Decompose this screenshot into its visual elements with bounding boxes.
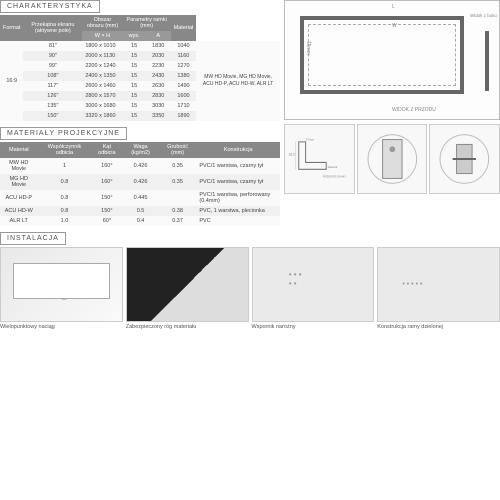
section-header: MATERIAŁY PROJEKCYJNE (0, 127, 127, 140)
svg-text:PRZEKRÓJ RAMY: PRZEKRÓJ RAMY (323, 174, 346, 179)
table-row: ACU HD-P0.8150°0.445PVC/1 warstwa, perfo… (0, 190, 280, 206)
svg-text:37mm: 37mm (306, 137, 315, 141)
mcol-wo: Współczynnik odbicia (38, 142, 92, 158)
section-header: CHARAKTERYSTYKA (0, 0, 100, 13)
col-format: Format (0, 15, 23, 41)
mcol-gr: Grubość (mm) (159, 142, 197, 158)
mcol-kon: Konstrukcja (196, 142, 280, 158)
col-wh: W × H (82, 31, 122, 41)
table-row: MW HD Movie1160°0.4260.35PVC/1 warstwa, … (0, 158, 280, 174)
side-view (485, 31, 497, 91)
section-header: INSTALACJA (0, 232, 66, 245)
diagrams-column: L W 15mm WIDOK Z PRZODU Widok z boku 18.… (284, 0, 500, 232)
material-cell: MW HD Movie, MG HD Movie, ACU HD-P, ACU … (196, 41, 280, 121)
front-label: WIDOK Z PRZODU (392, 107, 436, 113)
characteristics-table: Format Przekątna ekranu (aktywne pole) O… (0, 15, 280, 121)
materials-table: Materiał Współczynnik odbicia Kąt odbici… (0, 142, 280, 226)
materials-section: MATERIAŁY PROJEKCYJNE Materiał Współczyn… (0, 127, 280, 226)
detail-diagrams: 18.2 37mm PRZEKRÓJ RAMY Materiał (284, 124, 500, 194)
install-item: Wspornik narożny (252, 247, 375, 331)
install-caption: Zabezpieczony róg materiału (126, 324, 249, 331)
frame-cross-section: 18.2 37mm PRZEKRÓJ RAMY Materiał (284, 124, 355, 194)
characteristics-section: CHARAKTERYSTYKA Format Przekątna ekranu … (0, 0, 280, 121)
mcol-m: Materiał (0, 142, 38, 158)
mcol-ko: Kąt odbicia (91, 142, 122, 158)
table-row: ALR LT1.060°0.40.37PVC (0, 216, 280, 226)
col-param: Parametry ramki (mm) (123, 15, 171, 31)
install-caption: Konstrukcja ramy dzielonej (377, 324, 500, 331)
col-a: A (146, 31, 171, 41)
format-cell: 16:9 (0, 41, 23, 121)
install-image (252, 247, 375, 322)
installation-section: INSTALACJA Wielopunktowy naciągZabezpiec… (0, 232, 500, 331)
svg-text:18.2: 18.2 (288, 153, 295, 157)
mount-detail-1 (357, 124, 428, 194)
install-image (126, 247, 249, 322)
install-item: Wielopunktowy naciąg (0, 247, 123, 331)
mcol-wg: Waga (kg/m2) (122, 142, 158, 158)
table-row: 16:981"1800 x 10101518301040MW HD Movie,… (0, 41, 280, 51)
install-item: Konstrukcja ramy dzielonej (377, 247, 500, 331)
table-row: ACU HD-W0.8150°0.50.38PVC, 1 warstwa, pl… (0, 206, 280, 216)
install-caption: Wielopunktowy naciąg (0, 324, 123, 331)
install-item: Zabezpieczony róg materiału (126, 247, 249, 331)
col-przek: Przekątna ekranu (aktywne pole) (23, 15, 82, 41)
front-view-diagram: L W 15mm WIDOK Z PRZODU Widok z boku (284, 0, 500, 120)
col-obszar: Obszar obrazu (mm) (82, 15, 122, 31)
install-image (377, 247, 500, 322)
table-row: MG HD Movie0.8160°0.4260.35PVC/1 warstwa… (0, 174, 280, 190)
svg-text:Materiał: Materiał (328, 165, 338, 169)
install-image (0, 247, 123, 322)
col-wys: wys. (123, 31, 146, 41)
mount-detail-2 (429, 124, 500, 194)
install-caption: Wspornik narożny (252, 324, 375, 331)
col-material: Materiał (171, 15, 197, 41)
side-label: Widok z boku (470, 13, 497, 18)
